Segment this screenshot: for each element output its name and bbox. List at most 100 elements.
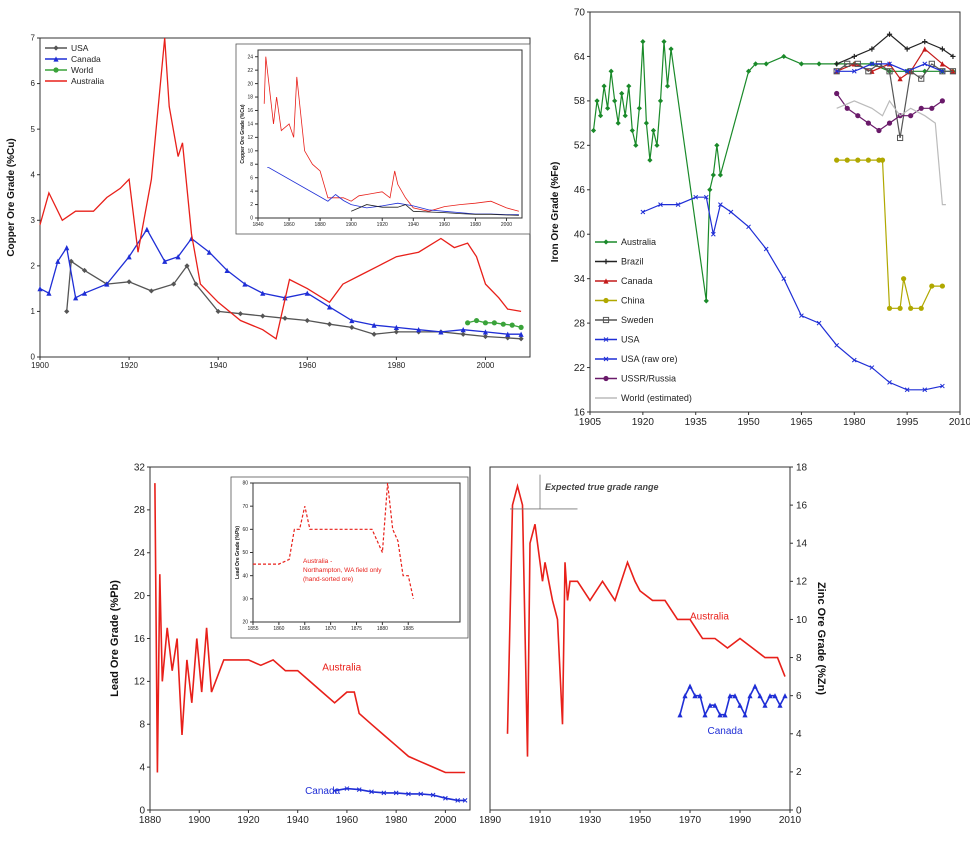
- lead-point-canada: [443, 795, 448, 801]
- iron-point-australia: [654, 142, 660, 148]
- iron-point-ussr-russia: [844, 105, 850, 111]
- copper-x-tick-label: 1900: [31, 361, 49, 370]
- copper-y-tick-label: 0: [31, 353, 36, 362]
- copper-inset-y-tick-label: 20: [247, 81, 253, 87]
- iron-point-australia: [615, 120, 621, 126]
- lead-line-australia: [154, 483, 466, 774]
- zinc-point-canada: [782, 693, 788, 699]
- copper-point-usa: [184, 263, 190, 269]
- lead-point-canada: [393, 790, 399, 796]
- copper-point-usa: [68, 258, 74, 264]
- iron-y-tick-label: 28: [574, 318, 586, 329]
- copper-inset-y-tick-label: 10: [247, 148, 253, 154]
- iron-point-canada: [897, 76, 903, 82]
- iron-y-tick-label: 58: [574, 96, 586, 107]
- zinc-x-tick-label: 1930: [579, 815, 602, 826]
- copper-inset-x-tick-label: 1900: [346, 222, 357, 228]
- copper-point-canada: [505, 331, 511, 337]
- zinc-point-canada: [707, 702, 713, 708]
- lead-y-tick-label: 0: [139, 805, 145, 816]
- lead-inset-y-axis-label: Lead Ore Grade (%Pb): [235, 526, 241, 579]
- iron-y-tick-label: 40: [574, 230, 586, 241]
- copper-point-canada: [55, 258, 61, 264]
- copper-inset-y-tick-label: 12: [247, 135, 253, 141]
- lead-point-canada: [455, 797, 461, 803]
- copper-point-usa: [237, 311, 244, 317]
- lead-inset-box: [230, 476, 469, 639]
- iron-point-sweden: [918, 75, 925, 82]
- iron-point-usa-raw-ore: [675, 202, 681, 207]
- iron-point-usa-raw-ore: [640, 209, 646, 215]
- iron-point-usa-raw-ore: [834, 342, 840, 348]
- iron-point-australia: [922, 68, 928, 74]
- iron-point-usa-raw-ore: [887, 380, 892, 385]
- iron-y-tick-label: 64: [574, 52, 586, 63]
- copper-inset-x-tick-label: 2000: [501, 222, 512, 228]
- lead-chart: 1880 1900 1920 1940 1960 1980 2000 0 4 8 12 16 20 24 2…: [100, 455, 480, 838]
- copper-point-canada: [518, 331, 524, 337]
- copper-point-canada: [144, 226, 150, 232]
- lead-x-tick-label: 1900: [188, 815, 211, 826]
- iron-point-usa-raw-ore: [763, 246, 769, 252]
- copper-inset-line-usa: [351, 204, 519, 216]
- copper-x-tick-label: 1940: [209, 361, 227, 370]
- iron-point-usa-raw-ore: [799, 313, 804, 319]
- copper-inset-y-axis-label: Copper Ore Grade (%Cu): [240, 104, 246, 164]
- iron-x-tick-label: 2010: [949, 417, 970, 428]
- lead-inset-y-tick-label: 50: [242, 550, 248, 556]
- iron-point-china: [865, 157, 871, 163]
- copper-point-canada: [260, 290, 266, 296]
- iron-point-usa: [922, 61, 928, 67]
- copper-point-usa: [326, 321, 333, 327]
- copper-point-usa: [171, 281, 177, 287]
- copper-point-usa: [393, 329, 399, 335]
- copper-inset-y-tick-label: 24: [247, 54, 253, 60]
- iron-point-australia: [608, 68, 614, 74]
- iron-point-brazil: [904, 46, 910, 52]
- copper-point-usa: [64, 308, 70, 315]
- copper-series-usa: [64, 258, 524, 342]
- iron-point-australia: [661, 39, 667, 45]
- copper-legend-marker-world: [53, 67, 59, 73]
- copper-point-world: [465, 320, 471, 326]
- iron-point-usa-raw-ore: [718, 202, 723, 207]
- zinc-chart: 1890 1910 1930 1950 1970 1990 2010 0 2 4 6 8 10 12 14 1…: [479, 455, 850, 838]
- iron-point-australia: [629, 127, 635, 134]
- iron-series-brazil: [834, 31, 956, 67]
- copper-point-canada: [393, 324, 399, 330]
- iron-point-ussr-russia: [929, 105, 935, 111]
- lead-inset-y-tick-label: 20: [242, 620, 248, 626]
- iron-point-china: [901, 276, 907, 282]
- iron-point-australia: [633, 142, 639, 148]
- iron-x-tick-label: 1995: [896, 417, 919, 428]
- copper-x-tick-label: 1960: [298, 361, 316, 370]
- iron-point-usa-raw-ore: [816, 320, 822, 326]
- copper-line-australia: [39, 37, 522, 340]
- copper-inset-y-tick-label: 14: [247, 122, 253, 128]
- zinc-plot-frame: [489, 466, 791, 811]
- copper-point-canada: [242, 281, 248, 287]
- iron-point-canada: [939, 61, 945, 67]
- lead-point-canada: [430, 792, 436, 798]
- copper-inset-line-australia: [263, 56, 520, 212]
- zinc-point-canada: [692, 693, 698, 699]
- iron-point-china: [939, 283, 945, 289]
- copper-y-tick-label: 3: [31, 216, 36, 225]
- copper-point-usa: [518, 336, 524, 342]
- copper-point-usa: [260, 313, 266, 319]
- iron-y-tick-label: 34: [574, 274, 586, 285]
- copper-legend-label-usa: USA: [71, 43, 89, 53]
- iron-chart: 1905 1920 1935 1950 1965 1980 1995 2010 16 22 28 34…: [545, 0, 970, 440]
- iron-line-brazil: [836, 33, 954, 65]
- zinc-point-canada: [727, 693, 733, 699]
- iron-point-sweden: [865, 68, 872, 75]
- copper-x-tick-label: 1980: [387, 361, 405, 370]
- iron-legend-marker-usa: [603, 337, 609, 342]
- zinc-annotation-range: Expected true grade range: [545, 482, 659, 492]
- iron-point-ussr-russia: [908, 113, 914, 119]
- copper-line-usa: [66, 260, 522, 340]
- iron-point-australia: [668, 46, 674, 52]
- copper-point-usa: [304, 317, 310, 324]
- copper-inset-y-tick-label: 8: [250, 162, 253, 168]
